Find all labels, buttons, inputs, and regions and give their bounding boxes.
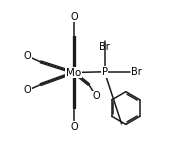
Text: O: O: [70, 12, 78, 22]
Text: O: O: [70, 122, 78, 132]
Text: O: O: [24, 51, 31, 61]
Text: Br: Br: [99, 42, 110, 52]
Text: O: O: [24, 85, 31, 95]
Text: P: P: [102, 67, 108, 77]
Text: Br: Br: [131, 67, 142, 77]
Text: O: O: [92, 91, 100, 101]
Text: Mo: Mo: [66, 68, 82, 77]
